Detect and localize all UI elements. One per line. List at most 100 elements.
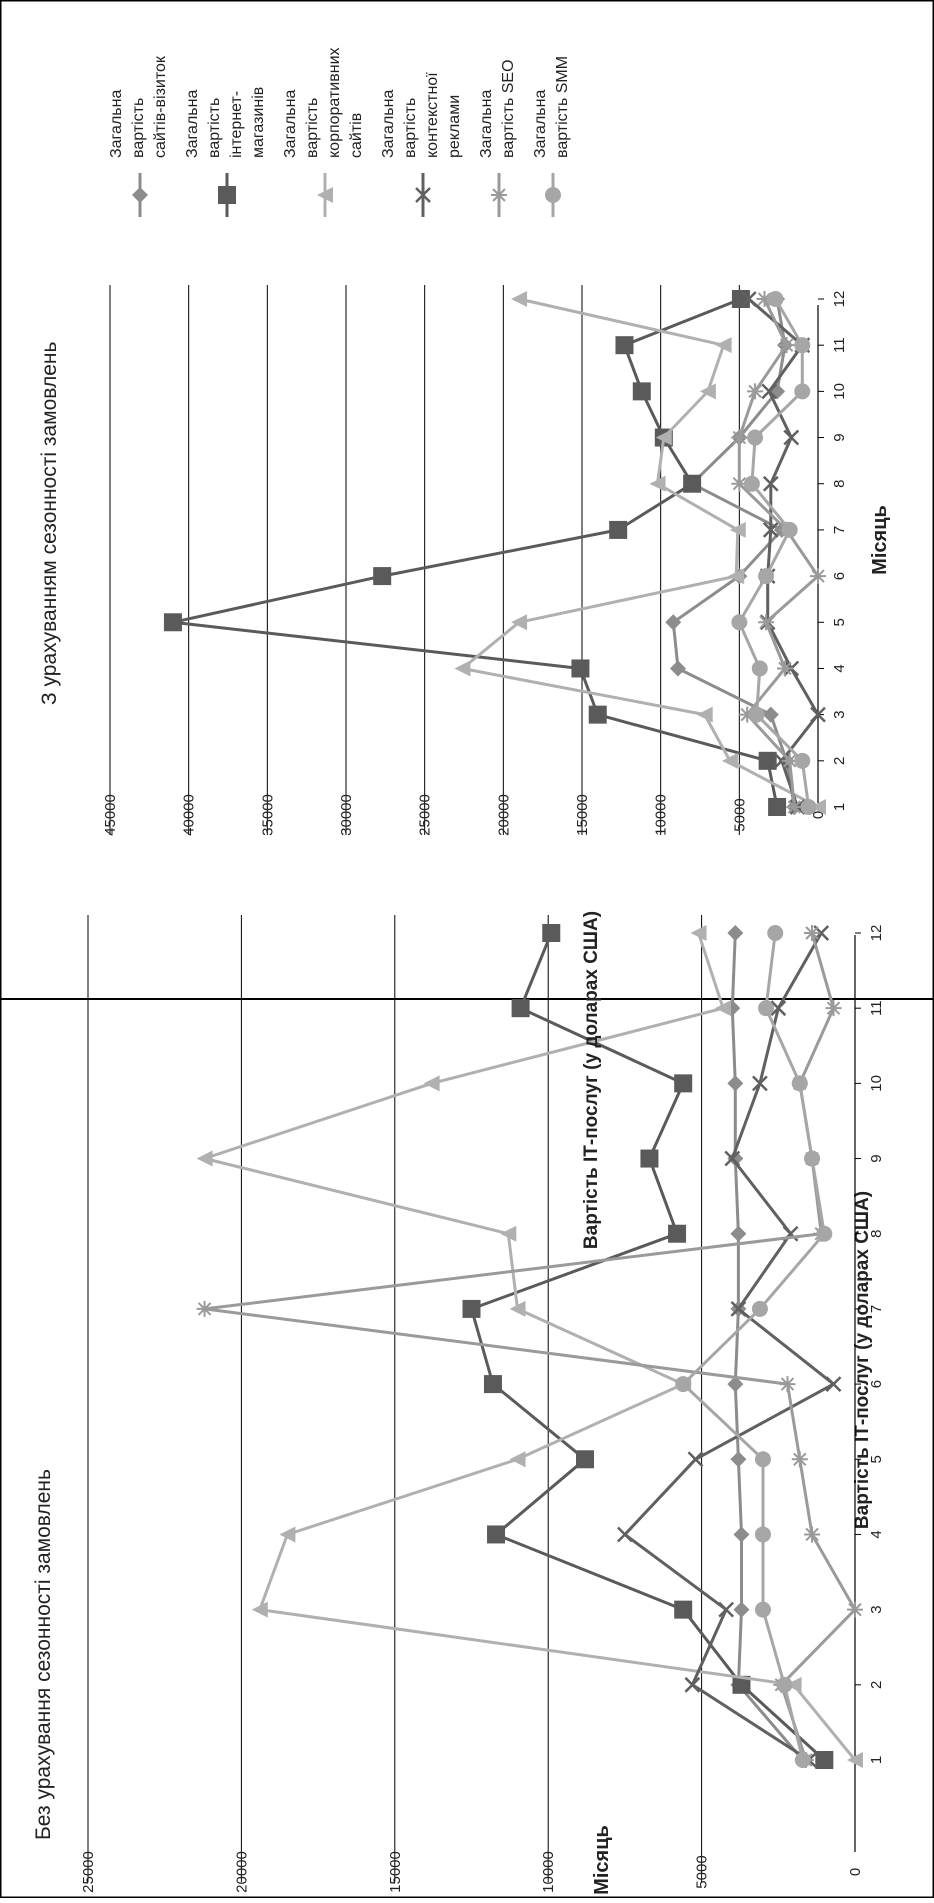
series-4 <box>617 925 842 1768</box>
data-point <box>825 1376 842 1392</box>
data-point <box>776 660 793 677</box>
legend-item: Загальна вартість SMM <box>532 56 571 217</box>
x-tick-label: 11 <box>831 337 848 353</box>
data-point <box>731 429 748 446</box>
chart-panel-with-seasonality: З урахуванням сезонності замовлень Місяц… <box>38 47 891 1249</box>
legend-label: інтернет- <box>228 91 245 158</box>
y-tick-label: 0 <box>847 1868 864 1876</box>
y-tick-label: 5000 <box>694 1855 711 1888</box>
data-point <box>669 660 686 677</box>
data-point <box>794 1752 811 1768</box>
data-point <box>727 1376 744 1393</box>
data-point <box>674 1600 693 1619</box>
legend-label: Загальна <box>282 90 299 158</box>
data-point <box>752 1075 768 1092</box>
data-point <box>687 1451 704 1468</box>
data-point <box>778 337 795 354</box>
data-point <box>740 291 757 307</box>
data-point <box>756 291 773 307</box>
legend-marker <box>218 186 236 204</box>
data-point <box>588 705 607 724</box>
data-point <box>668 1224 687 1243</box>
series-4 <box>740 291 826 815</box>
data-point <box>758 1000 775 1017</box>
x-tick-label: 8 <box>868 1230 885 1238</box>
legend-label: Загальна <box>184 90 201 158</box>
series-line <box>671 298 796 808</box>
data-point <box>615 336 634 355</box>
series-line <box>737 298 820 808</box>
data-point <box>747 383 764 400</box>
legend-label: магазинів <box>250 87 267 158</box>
series-2 <box>462 924 834 1769</box>
data-point <box>500 1225 517 1242</box>
chart-title: З урахуванням сезонності замовлень <box>38 342 61 705</box>
x-tick-label: 9 <box>831 433 848 441</box>
data-point <box>640 1149 659 1168</box>
x-tick-label: 8 <box>831 480 848 488</box>
x-tick-label: 2 <box>868 1681 885 1689</box>
legend-item: Загальна вартість SEO <box>478 59 517 217</box>
data-point <box>815 1751 834 1769</box>
data-point <box>804 925 821 941</box>
data-point <box>804 1150 821 1167</box>
x-tick-label: 5 <box>868 1455 885 1463</box>
data-point <box>576 1450 595 1469</box>
data-point <box>729 521 746 538</box>
legend-label: Загальна <box>532 90 549 158</box>
data-point <box>794 752 811 769</box>
data-point <box>810 568 826 585</box>
data-point <box>251 1601 268 1618</box>
legend-label: Загальна <box>108 90 125 158</box>
y-axis-label: Вартість ІТ-послуг (у доларах США) <box>852 1191 873 1529</box>
series-line <box>203 932 857 1761</box>
legend-label: вартість <box>402 98 419 158</box>
x-tick-label: 9 <box>868 1154 885 1162</box>
data-point <box>733 1526 750 1543</box>
data-point <box>721 752 738 769</box>
x-tick-label: 3 <box>831 710 848 718</box>
data-point <box>665 614 682 631</box>
data-point <box>196 1150 213 1167</box>
legend-item: Загальна вартість контекстної реклами <box>380 72 463 217</box>
data-point <box>609 520 628 539</box>
data-point <box>511 291 528 307</box>
data-point <box>730 1301 747 1317</box>
legend-marker <box>132 187 148 203</box>
x-tick-label: 6 <box>831 572 848 580</box>
data-point <box>632 382 651 401</box>
x-tick-label: 12 <box>831 291 848 308</box>
legend-label: корпоративних <box>326 47 343 158</box>
data-point <box>804 1526 821 1543</box>
data-point <box>783 429 800 446</box>
data-point <box>779 1376 796 1393</box>
data-point <box>791 1451 808 1468</box>
data-point <box>751 660 768 677</box>
y-axis-label: Вартість ІТ-послуг (у доларах США) <box>581 911 602 1249</box>
data-point <box>724 1150 741 1167</box>
legend-label: Загальна <box>380 90 397 158</box>
data-point <box>727 1075 744 1092</box>
x-tick-label: 3 <box>868 1605 885 1613</box>
data-point <box>758 568 775 585</box>
x-tick-label: 6 <box>868 1380 885 1388</box>
chart-panel-without-seasonality: Без урахування сезонності замовлень Міся… <box>32 915 885 1895</box>
series-5 <box>731 291 826 815</box>
legend-label: контекстної <box>424 72 441 158</box>
series-6 <box>675 925 833 1768</box>
x-tick-label: 1 <box>868 1756 885 1764</box>
data-point <box>462 1299 481 1318</box>
legend-marker <box>491 187 507 203</box>
x-tick-label: 7 <box>868 1305 885 1313</box>
y-tick-label: 25000 <box>417 794 434 836</box>
y-tick-label: 10000 <box>653 794 670 836</box>
data-point <box>511 614 528 631</box>
data-point <box>847 1752 863 1768</box>
data-point <box>509 1300 526 1317</box>
series-line <box>203 932 857 1761</box>
x-tick-label: 11 <box>868 1000 885 1016</box>
data-point <box>487 1525 506 1544</box>
data-point <box>785 1676 802 1693</box>
